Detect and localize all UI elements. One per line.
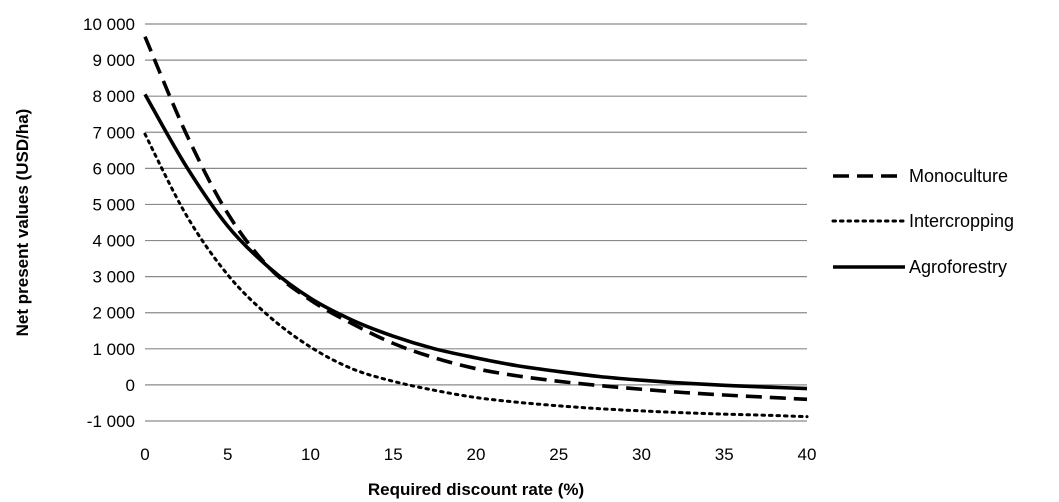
x-tick-label: 30 (632, 445, 651, 464)
x-axis-title: Required discount rate (%) (368, 480, 584, 499)
y-tick-label: 8 000 (92, 87, 135, 106)
x-tick-label: 25 (549, 445, 568, 464)
legend-label-monoculture: Monoculture (909, 166, 1008, 186)
y-tick-label: 7 000 (92, 123, 135, 142)
y-tick-label: 6 000 (92, 159, 135, 178)
series-line-agroforestry (143, 93, 808, 391)
legend-label-intercropping: Intercropping (909, 211, 1014, 231)
y-tick-label: 1 000 (92, 340, 135, 359)
y-tick-label: 10 000 (83, 15, 135, 34)
y-axis-title: Net present values (USD/ha) (13, 109, 32, 337)
x-tick-label: 5 (223, 445, 232, 464)
y-tick-label: 4 000 (92, 232, 135, 251)
legend-label-agroforestry: Agroforestry (909, 257, 1007, 277)
y-tick-label: -1 000 (87, 412, 135, 431)
y-tick-label: 3 000 (92, 268, 135, 287)
x-tick-label: 0 (140, 445, 149, 464)
series-line-monoculture (143, 35, 808, 402)
y-axis-ticks: -1 000 0 1 000 2 000 3 000 4 000 5 000 6 000 7 0… (83, 15, 135, 431)
y-tick-label: 2 000 (92, 304, 135, 323)
legend: Monoculture Intercropping Agroforestry (831, 166, 1014, 277)
x-tick-label: 15 (384, 445, 403, 464)
y-tick-label: 5 000 (92, 195, 135, 214)
gridlines (145, 23, 807, 422)
x-tick-label: 35 (715, 445, 734, 464)
x-tick-label: 20 (467, 445, 486, 464)
series-lines (143, 35, 809, 419)
x-tick-label: 10 (301, 445, 320, 464)
series-line-intercropping (143, 132, 809, 419)
x-axis-ticks: 0 5 10 15 20 25 30 35 40 (140, 445, 816, 464)
x-tick-label: 40 (798, 445, 817, 464)
y-tick-label: 0 (126, 376, 135, 395)
y-tick-label: 9 000 (92, 51, 135, 70)
